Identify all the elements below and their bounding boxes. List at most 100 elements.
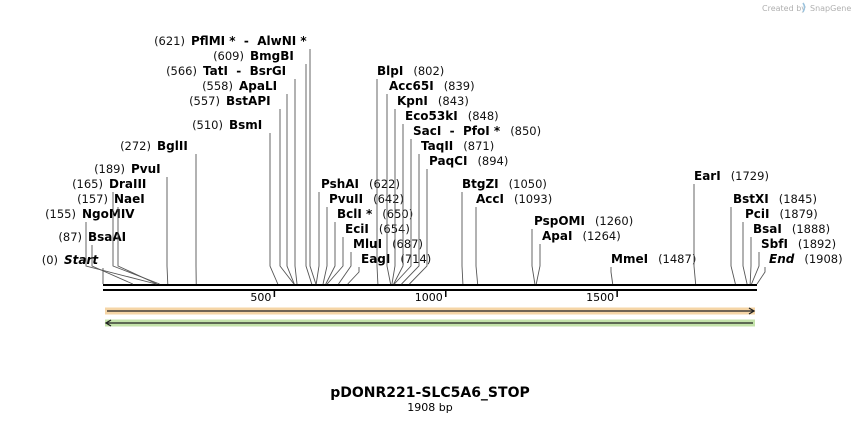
site-position: (1892) [798,237,836,251]
site-position: (894) [477,154,508,168]
site-name: PvuII [329,192,363,206]
site-name: PshAI [321,177,359,191]
site-name: ApaI [542,229,572,243]
site-name: BstXI [733,192,769,206]
site-connector [475,207,479,285]
site-connector [322,207,328,285]
backbone-line-lower [103,289,757,291]
site-name: PciI [745,207,770,221]
axis-tick-label: 1000 [415,291,443,304]
site-name: PflMI * - AlwNI * [191,34,307,48]
credit-app: SnapGene [810,4,851,13]
site-name: BlpI [377,64,403,78]
site-mmei: MmeI (1487) [610,252,696,285]
features [104,307,756,327]
site-position: (843) [438,94,469,108]
site-mlui: MluI (687) [338,237,423,285]
site-position: (165) [72,177,103,191]
site-position: (1879) [780,207,818,221]
site-taqii: TaqII (871) [401,139,494,285]
site-position: (850) [510,124,541,138]
site-name: BstAPI [226,94,271,108]
site-connector [112,192,160,285]
site-connector [742,222,748,285]
site-connector [286,94,295,285]
site-position: (1888) [792,222,830,236]
site-name: TatI - BsrGI [203,64,286,78]
site-position: (510) [192,118,223,132]
site-position: (1050) [509,177,547,191]
site-position: (687) [392,237,423,251]
site-connector [279,109,295,285]
site-position: (1264) [582,229,620,243]
site-acci: AccI (1093) [475,192,552,285]
site-name: AccI [476,192,504,206]
site-position: (654) [379,222,410,236]
site-name: EciI [345,222,369,236]
site-pcii: PciI (1879) [742,207,818,285]
site-position: (714) [400,252,431,266]
site-blpi: BlpI (802) [376,64,444,285]
site-name: Start [64,253,99,267]
site-name: SacI - PfoI * [413,124,501,138]
axis-tick-label: 1500 [586,291,614,304]
site-position: (848) [468,109,499,123]
site-acc65i: Acc65I (839) [386,79,475,285]
site-kpni: KpnI (843) [391,94,469,285]
site-connector [749,237,752,285]
site-name: BsmI [229,118,262,132]
site-name: BglII [157,139,188,153]
site-connector [269,133,279,285]
site-name: BmgBI [250,49,294,63]
site-connector [730,207,736,285]
site-connector [347,267,360,285]
site-pvui: PvuI (189) [94,162,169,285]
reverse-feature-arrowhead-icon [104,319,112,327]
snapgene-logo-icon [802,2,806,13]
site-position: (650) [382,207,413,221]
site-position: (609) [213,49,244,63]
site-position: (566) [166,64,197,78]
site-name: MmeI [611,252,648,266]
site-bmgbi: BmgBI (609) [213,49,313,285]
site-position: (1487) [658,252,696,266]
site-position: (1093) [514,192,552,206]
site-connector [315,192,320,285]
site-position: (1908) [804,252,842,266]
site-name: TaqII [421,139,453,153]
site-draiii: DraIII (165) [72,177,160,285]
site-name: BclI * [337,207,373,221]
site-name: BsaAI [88,230,126,244]
site-position: (157) [77,192,108,206]
site-connector [325,222,336,285]
axis-tick-label: 500 [250,291,271,304]
site-connector [338,252,352,285]
plasmid-name: pDONR221-SLC5A6_STOP [330,385,529,401]
site-position: (871) [463,139,494,153]
site-name: PspOMI [534,214,585,228]
site-connector [294,79,298,285]
site-connector [391,109,396,285]
site-name: Acc65I [389,79,434,93]
site-connector [610,267,614,285]
site-connector [751,252,760,285]
site-btgzi: BtgZI (1050) [461,177,547,285]
site-bcli: BclI * (650) [325,207,413,285]
site-tati: TatI - BsrGI (566) [166,64,298,285]
site-connector [393,124,404,285]
site-name: End [769,252,795,266]
site-position: (189) [94,162,125,176]
site-position: (1845) [779,192,817,206]
site-position: (87) [58,230,82,244]
site-connector [756,267,766,285]
site-position: (621) [154,34,185,48]
site-apali: ApaLI (558) [202,79,295,285]
site-bsaai: BsaAI (87) [58,230,134,285]
site-connector [309,49,317,285]
site-connector [85,222,157,285]
site-bstxi: BstXI (1845) [730,192,817,285]
site-position: (272) [120,139,151,153]
site-position: (0) [42,253,58,267]
site-connector [394,139,412,285]
